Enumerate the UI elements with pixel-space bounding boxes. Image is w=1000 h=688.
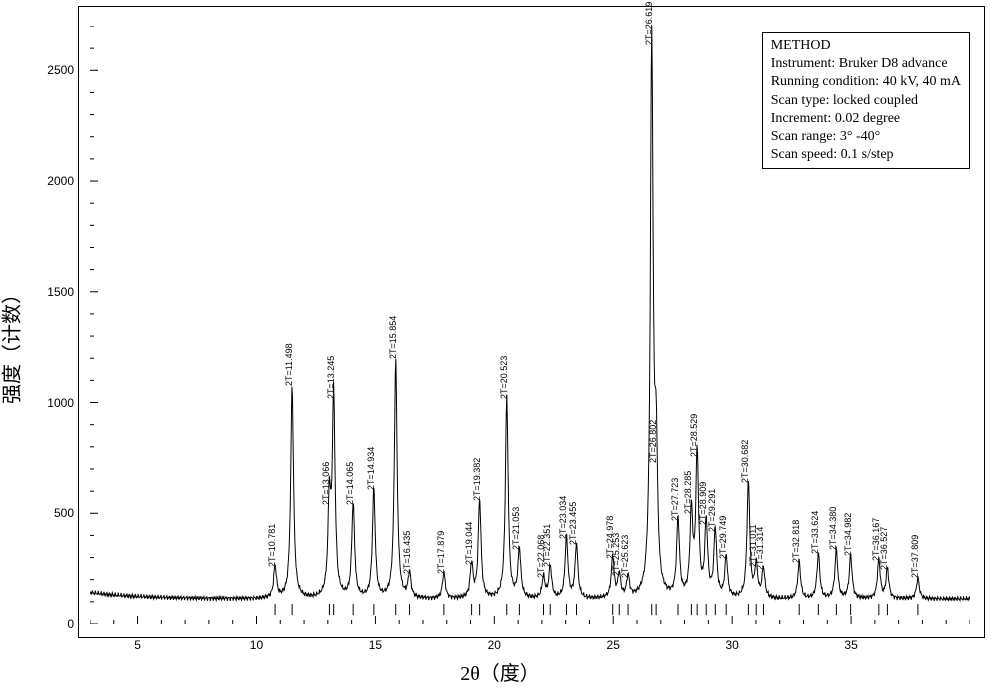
- peak-label: 2T=21.053: [511, 506, 521, 549]
- method-line: Running condition: 40 kV, 40 mA: [771, 73, 961, 91]
- y-tick-label: 2000: [47, 174, 74, 188]
- peak-label: 2T=13.245: [326, 356, 336, 399]
- peak-label: 2T=32.818: [791, 520, 801, 563]
- y-tick-label: 500: [54, 506, 74, 520]
- peak-label: 2T=34.982: [843, 513, 853, 556]
- peak-label: 2T=26.802: [648, 420, 658, 463]
- peak-label: 2T=29.291: [707, 489, 717, 532]
- peak-label: 2T=30.682: [740, 440, 750, 483]
- peak-label: 2T=14.065: [345, 462, 355, 505]
- peak-label: 2T=29.749: [718, 515, 728, 558]
- y-axis-label: 强度（计数）: [0, 284, 25, 404]
- peak-label: 2T=28.529: [689, 413, 699, 456]
- peak-label: 2T=19.382: [472, 458, 482, 501]
- x-tick-label: 20: [488, 638, 501, 652]
- peak-label: 2T=36.527: [879, 526, 889, 569]
- peak-label: 2T=31.314: [755, 526, 765, 569]
- peak-label: 2T=10.781: [267, 524, 277, 567]
- method-line: Scan type: locked coupled: [771, 92, 961, 110]
- peak-label: 2T=27.723: [670, 478, 680, 521]
- x-tick-label: 10: [250, 638, 263, 652]
- method-box: METHOD Instrument: Bruker D8 advance Run…: [762, 32, 970, 169]
- peak-label: 2T=25.623: [620, 535, 630, 578]
- method-title: METHOD: [771, 37, 961, 55]
- y-tick-label: 1000: [47, 396, 74, 410]
- method-line: Scan range: 3° -40°: [771, 128, 961, 146]
- peak-label: 2T=15.854: [388, 316, 398, 359]
- peak-label: 2T=17.879: [436, 531, 446, 574]
- x-axis-label: 2θ（度）: [460, 657, 540, 686]
- y-tick-label: 1500: [47, 285, 74, 299]
- x-tick-label: 35: [844, 638, 857, 652]
- y-tick-label: 2500: [47, 63, 74, 77]
- method-line: Increment: 0.02 degree: [771, 110, 961, 128]
- method-line: Scan speed: 0.1 s/step: [771, 146, 961, 164]
- peak-label: 2T=19.044: [464, 522, 474, 565]
- x-tick-label: 5: [134, 638, 141, 652]
- peak-label: 2T=33.624: [810, 511, 820, 554]
- peak-label: 2T=37.809: [910, 535, 920, 578]
- peak-label: 2T=23.455: [568, 502, 578, 545]
- peak-label: 2T=28.285: [683, 471, 693, 514]
- x-tick-label: 30: [725, 638, 738, 652]
- y-tick-label: 0: [67, 617, 74, 631]
- peak-label: 2T=13.066: [321, 462, 331, 505]
- method-line: Instrument: Bruker D8 advance: [771, 55, 961, 73]
- x-tick-label: 25: [607, 638, 620, 652]
- peak-label: 2T=23.034: [558, 495, 568, 538]
- peak-label: 2T=34.380: [828, 506, 838, 549]
- peak-label: 2T=14.934: [366, 447, 376, 490]
- x-tick-label: 15: [369, 638, 382, 652]
- peak-label: 2T=26.619: [644, 1, 654, 44]
- peak-label: 2T=16.435: [402, 531, 412, 574]
- peak-label: 2T=11.498: [284, 343, 294, 386]
- peak-label: 2T=20.523: [499, 356, 509, 399]
- peak-label: 2T=22.351: [542, 524, 552, 567]
